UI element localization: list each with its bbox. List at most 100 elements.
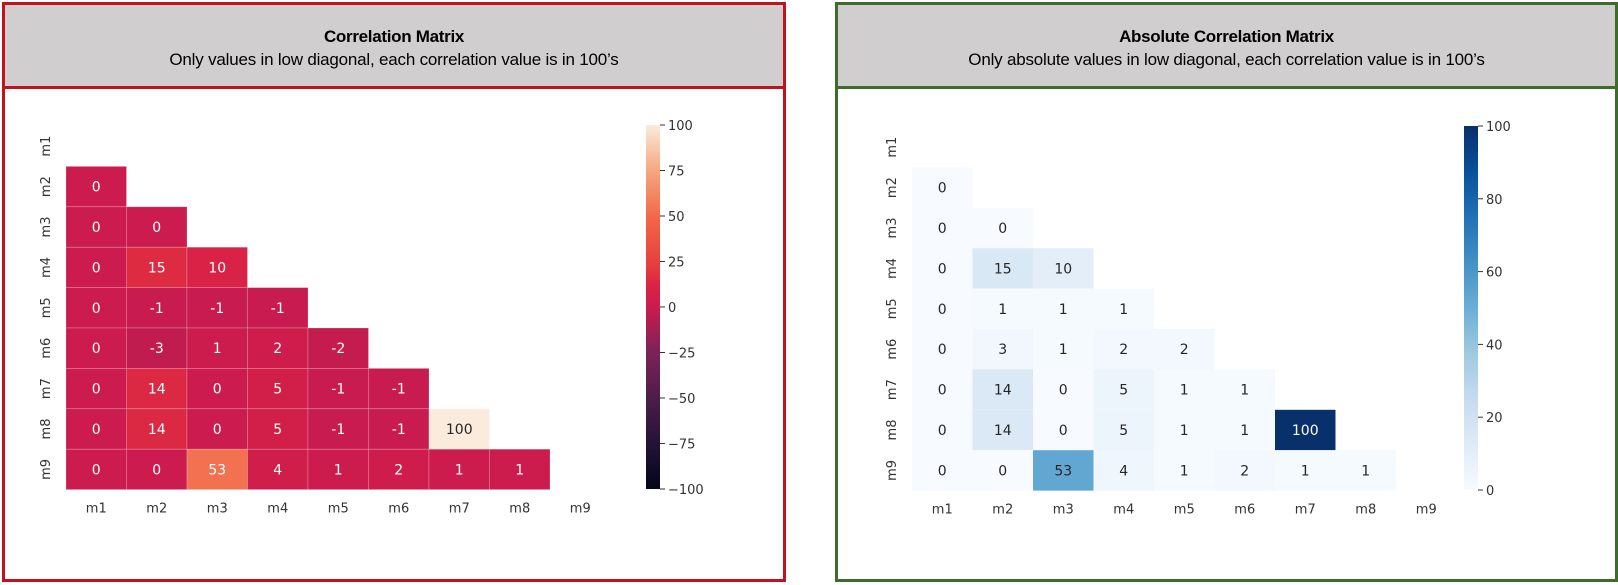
heatmap-cell bbox=[912, 288, 973, 329]
colorbar-tick-label: 25 bbox=[668, 256, 685, 271]
chart-subtitle: Only values in low diagonal, each correl… bbox=[169, 50, 619, 69]
heatmap-cell bbox=[1214, 450, 1275, 491]
heatmap-cell bbox=[307, 408, 369, 450]
chart-title: Correlation Matrix bbox=[323, 27, 465, 46]
cell-value-label: 1 bbox=[1240, 423, 1249, 439]
heatmap-cell bbox=[247, 408, 309, 450]
y-tick-label: m6 bbox=[885, 339, 900, 360]
heatmap-cell bbox=[65, 408, 127, 450]
heatmap-cell bbox=[1154, 369, 1215, 410]
heatmap-cell bbox=[307, 327, 369, 369]
y-tick-label: m2 bbox=[885, 177, 900, 198]
y-tick-label: m1 bbox=[39, 136, 54, 157]
heatmap-cell bbox=[912, 207, 973, 249]
cell-value-label: 0 bbox=[92, 260, 101, 276]
heatmap-cell bbox=[1214, 369, 1275, 410]
x-tick-label: m8 bbox=[509, 502, 530, 517]
cell-value-label: 0 bbox=[998, 221, 1007, 237]
heatmap-cell bbox=[368, 448, 430, 490]
cell-value-label: 0 bbox=[1059, 383, 1068, 399]
heatmap-cell bbox=[1033, 248, 1094, 289]
x-tick-label: m3 bbox=[1053, 503, 1074, 518]
cell-value-label: 0 bbox=[92, 180, 101, 196]
y-tick-label: m7 bbox=[885, 379, 900, 400]
cell-value-label: 1 bbox=[1301, 463, 1310, 479]
x-tick-label: m6 bbox=[388, 502, 409, 517]
cell-value-label: -2 bbox=[331, 341, 345, 357]
cell-value-label: 5 bbox=[273, 382, 282, 398]
colorbar-tick-label: 75 bbox=[668, 165, 685, 180]
cell-value-label: 2 bbox=[1119, 342, 1128, 358]
cell-value-label: 14 bbox=[994, 423, 1012, 439]
cell-value-label: 2 bbox=[273, 341, 282, 357]
colorbar-tick-label: −100 bbox=[668, 483, 704, 498]
y-tick-label: m2 bbox=[39, 176, 54, 197]
heatmap-cell bbox=[912, 369, 973, 410]
cell-value-label: -1 bbox=[271, 301, 285, 317]
cell-value-label: 1 bbox=[1180, 423, 1189, 439]
cell-value-label: 0 bbox=[92, 301, 101, 317]
heatmap-cell bbox=[186, 368, 248, 410]
cell-value-label: -1 bbox=[331, 382, 345, 398]
x-tick-label: m8 bbox=[1355, 503, 1376, 518]
cell-value-label: 0 bbox=[92, 220, 101, 236]
y-tick-label: m1 bbox=[885, 137, 900, 158]
heatmap-cell bbox=[307, 368, 369, 410]
heatmap-cell bbox=[1033, 369, 1094, 410]
heatmap-cell bbox=[186, 246, 248, 288]
x-tick-label: m1 bbox=[86, 502, 107, 517]
heatmap-cell bbox=[126, 246, 188, 288]
heatmap-cell bbox=[428, 408, 490, 450]
heatmap-cell bbox=[368, 368, 430, 410]
colorbar-tick-label: 50 bbox=[668, 210, 685, 225]
heatmap-cell bbox=[1154, 329, 1215, 370]
heatmap-cell bbox=[1154, 409, 1215, 451]
cell-value-label: 1 bbox=[1119, 302, 1128, 318]
correlation-matrix-header: Correlation Matrix Only values in low di… bbox=[5, 5, 783, 89]
heatmap-cell bbox=[186, 327, 248, 369]
colorbar-tick-label: 100 bbox=[668, 119, 693, 134]
colorbar-tick-label: −25 bbox=[668, 347, 695, 362]
cell-value-label: 0 bbox=[998, 463, 1007, 479]
y-tick-label: m4 bbox=[39, 257, 54, 278]
cell-value-label: 0 bbox=[213, 422, 222, 438]
colorbar-tick-label: −50 bbox=[668, 392, 695, 407]
heatmap-cell bbox=[1214, 409, 1275, 451]
heatmap-cell bbox=[972, 288, 1033, 329]
heatmap-cell bbox=[1033, 409, 1094, 451]
colorbar bbox=[646, 125, 660, 489]
heatmap-cell bbox=[1093, 450, 1154, 491]
cell-value-label: 1 bbox=[515, 462, 524, 478]
y-tick-label: m5 bbox=[39, 297, 54, 318]
cell-value-label: 0 bbox=[92, 422, 101, 438]
heatmap-cell bbox=[912, 167, 973, 208]
heatmap-cell bbox=[126, 287, 188, 329]
x-tick-label: m5 bbox=[1174, 503, 1195, 518]
cell-value-label: 1 bbox=[1180, 383, 1189, 399]
heatmap-cell bbox=[972, 329, 1033, 370]
chart-title: Absolute Correlation Matrix bbox=[1119, 27, 1334, 46]
cell-value-label: 0 bbox=[938, 423, 947, 439]
cell-value-label: 1 bbox=[1059, 342, 1068, 358]
chart-subtitle: Only absolute values in low diagonal, ea… bbox=[968, 50, 1485, 69]
cell-value-label: 1 bbox=[455, 462, 464, 478]
x-tick-label: m5 bbox=[328, 502, 349, 517]
colorbar-tick-label: −75 bbox=[668, 438, 695, 453]
colorbar bbox=[1464, 126, 1478, 490]
heatmap-cell bbox=[972, 248, 1033, 289]
heatmap-cell bbox=[1093, 329, 1154, 370]
correlation-matrix-panel: Correlation Matrix Only values in low di… bbox=[2, 2, 786, 582]
y-tick-label: m3 bbox=[39, 217, 54, 238]
heatmap-cell bbox=[1093, 409, 1154, 451]
cell-value-label: -1 bbox=[392, 382, 406, 398]
heatmap-cell bbox=[126, 448, 188, 490]
cell-value-label: 1 bbox=[998, 302, 1007, 318]
heatmap-cell bbox=[912, 409, 973, 451]
cell-value-label: -1 bbox=[392, 422, 406, 438]
heatmap-cell bbox=[1033, 288, 1094, 329]
cell-value-label: 4 bbox=[1119, 463, 1128, 479]
cell-value-label: 0 bbox=[938, 221, 947, 237]
heatmap-cell bbox=[368, 408, 430, 450]
cell-value-label: 5 bbox=[1119, 383, 1128, 399]
